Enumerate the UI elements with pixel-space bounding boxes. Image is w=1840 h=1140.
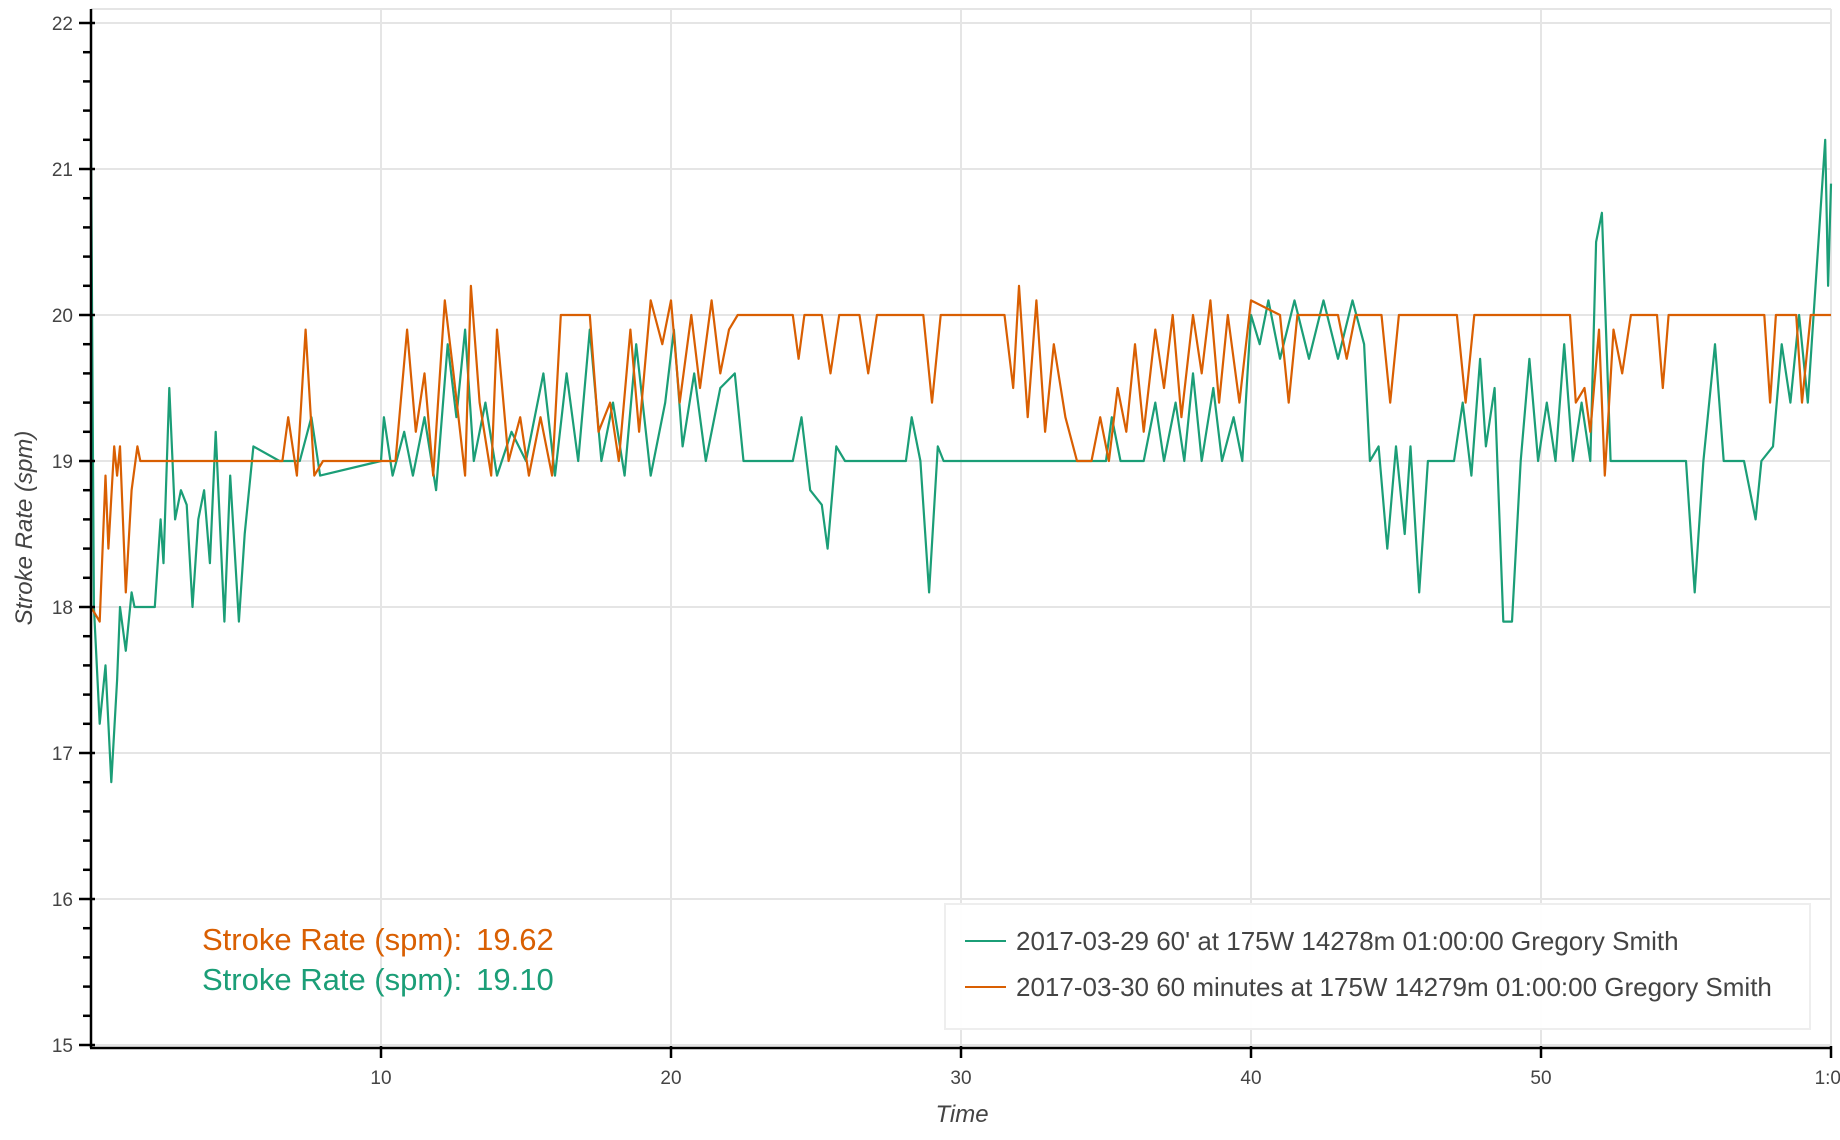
annotation-value: 19.62 xyxy=(476,922,554,957)
x-tick-label: 10 xyxy=(370,1068,391,1089)
x-tick-label: 50 xyxy=(1530,1068,1551,1089)
y-tick-label: 19 xyxy=(52,452,73,473)
y-tick-label: 15 xyxy=(52,1036,73,1057)
svg-text:Stroke Rate (spm):19.10: Stroke Rate (spm): 19.10 xyxy=(202,962,554,997)
series-line-2017-03-29 xyxy=(89,138,1833,784)
y-tick-label: 22 xyxy=(52,14,73,35)
svg-text:Stroke Rate (spm):19.62: Stroke Rate (spm): 19.62 xyxy=(202,922,554,957)
series-lines xyxy=(89,138,1833,784)
annotation-label: Stroke Rate (spm): xyxy=(202,962,462,997)
x-tick-label: 1:0 xyxy=(1815,1068,1840,1089)
x-axis-label: Time xyxy=(935,1101,988,1128)
legend: 2017-03-29 60' at 175W 14278m 01:00:00 G… xyxy=(944,903,1811,1030)
grid-lines xyxy=(91,8,1832,1048)
y-tick-label: 20 xyxy=(52,306,73,327)
annotation-label: Stroke Rate (spm): xyxy=(202,922,462,957)
series-line-2017-03-30 xyxy=(90,284,1831,623)
annotation-value: 19.10 xyxy=(476,962,554,997)
legend-item-orange: 2017-03-30 60 minutes at 175W 14279m 01:… xyxy=(1016,972,1772,1002)
y-axis-label: Stroke Rate (spm) xyxy=(11,431,38,626)
annotation-green: Stroke Rate (spm): 19.10 xyxy=(202,962,554,997)
y-tick-label: 17 xyxy=(52,744,73,765)
legend-item-green: 2017-03-29 60' at 175W 14278m 01:00:00 G… xyxy=(1016,926,1679,956)
y-tick-label: 18 xyxy=(52,598,73,619)
legend-box xyxy=(944,903,1811,1030)
y-tick-label: 21 xyxy=(52,160,73,181)
x-tick-label: 40 xyxy=(1240,1068,1261,1089)
x-tick-label: 30 xyxy=(950,1068,971,1089)
y-tick-label: 16 xyxy=(52,890,73,911)
x-tick-label: 20 xyxy=(660,1068,681,1089)
annotation-orange: Stroke Rate (spm): 19.62 xyxy=(202,922,554,957)
tick-marks: 15 16 17 18 19 20 21 22 10 20 30 40 50 1:0 xyxy=(52,14,1840,1089)
